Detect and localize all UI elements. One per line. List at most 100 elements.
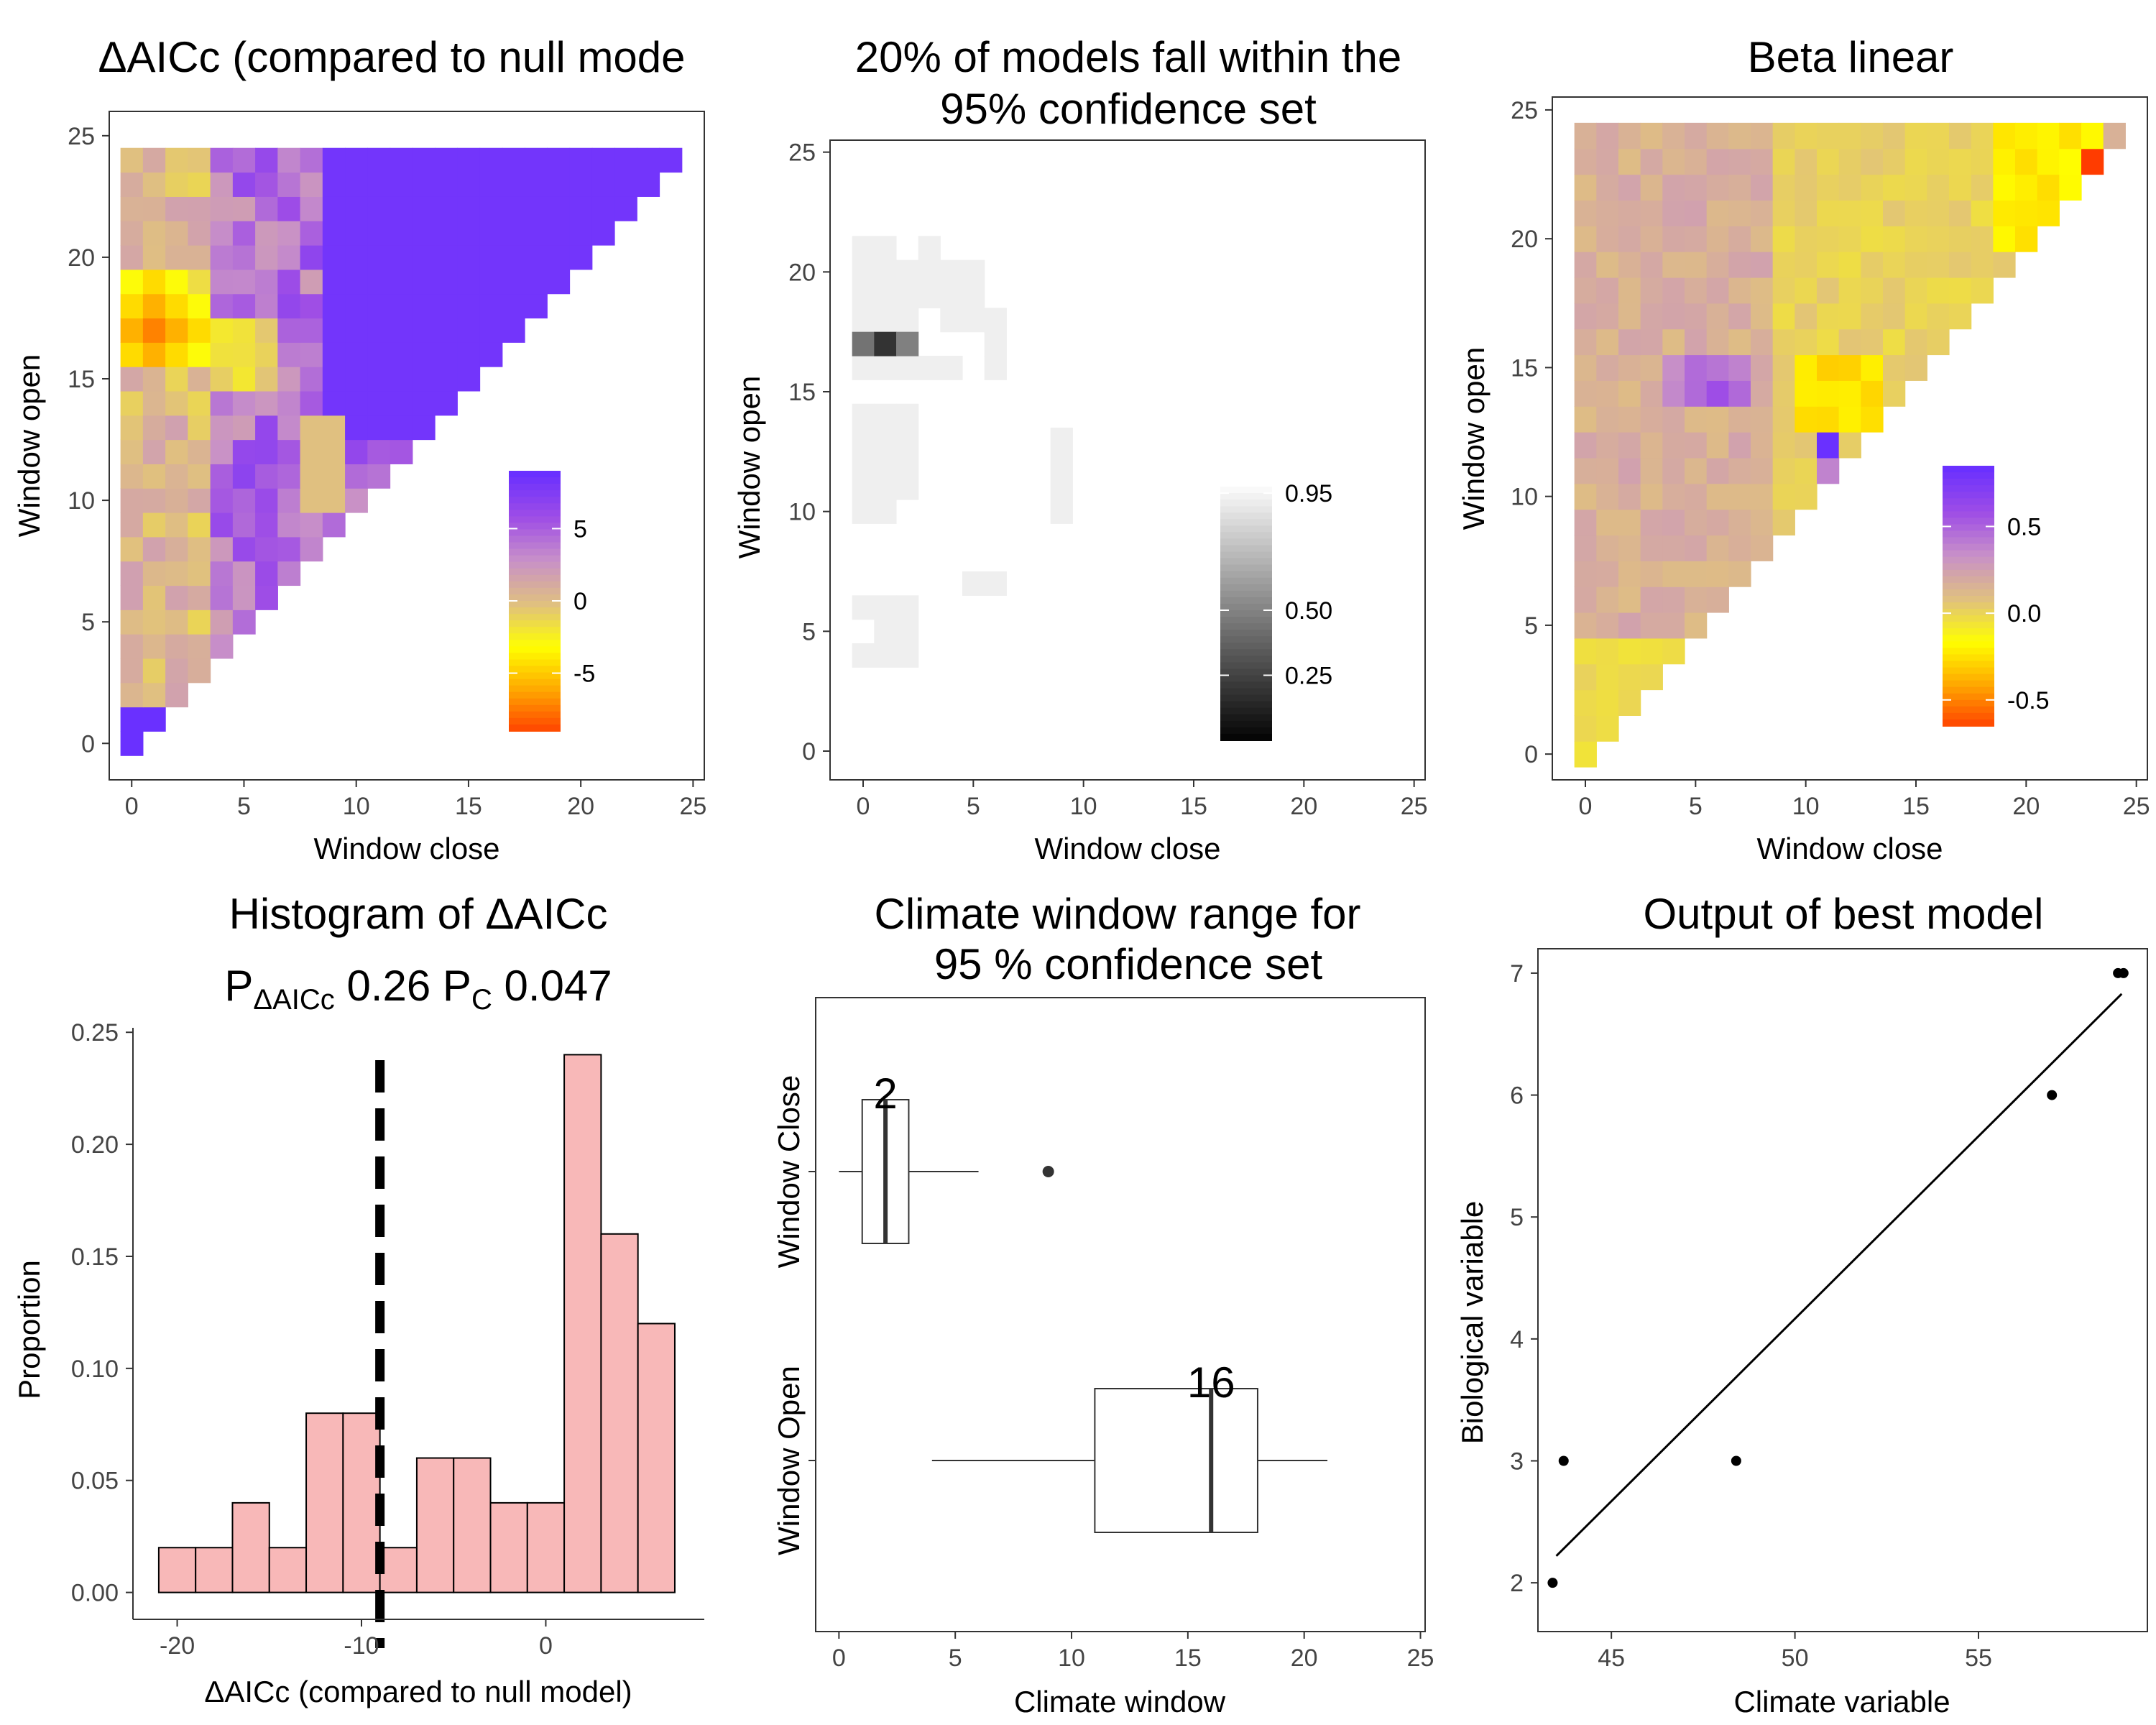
heatmap-cell — [1596, 535, 1619, 561]
colorbar-segment — [1220, 630, 1272, 638]
heatmap-cell — [479, 342, 503, 367]
heatmap-cell — [1751, 354, 1774, 381]
heatmap-cell — [277, 172, 301, 197]
heatmap-cell — [322, 269, 346, 295]
y-tick-label: 5 — [802, 618, 816, 645]
colorbar-segment — [1220, 662, 1272, 670]
heatmap-cell — [1640, 380, 1663, 407]
y-tick-label: 15 — [788, 379, 816, 406]
heatmap-cell — [1685, 122, 1708, 150]
heatmap-cell — [1574, 406, 1597, 433]
heatmap-cell — [1685, 148, 1708, 175]
heatmap-cell — [1772, 457, 1795, 484]
heatmap-cell — [322, 221, 346, 246]
heatmap-cell — [232, 415, 256, 441]
heatmap-cell — [1949, 277, 1972, 304]
x-tick-label: 10 — [343, 793, 370, 820]
x-tick-label: 0 — [539, 1632, 553, 1660]
colorbar-segment — [509, 691, 561, 699]
heatmap-cell — [1949, 252, 1972, 278]
xlabel-histogram: ΔAICc (compared to null model) — [204, 1675, 632, 1708]
heatmap-cell — [1618, 457, 1641, 484]
heatmap-cell — [188, 172, 211, 197]
heatmap-cell — [210, 221, 234, 246]
heatmap-cell — [322, 196, 346, 221]
heatmap-cell — [322, 172, 346, 197]
heatmap-cell — [1904, 200, 1927, 226]
heatmap-cell — [1596, 432, 1619, 459]
colorbar-daicc: 5 0 -5 — [509, 471, 595, 732]
heatmap-cell — [435, 172, 458, 197]
heatmap-cell — [142, 658, 166, 684]
heatmap-cell — [1596, 689, 1619, 716]
colorbar-segment — [509, 471, 561, 479]
colorbar-segment — [1220, 707, 1272, 715]
heatmap-cell — [1618, 663, 1641, 691]
heatmap-cell — [1596, 612, 1619, 639]
heatmap-cell — [1838, 226, 1861, 252]
heatmap-cell — [188, 439, 211, 464]
heatmap-cell — [1706, 561, 1729, 587]
heatmap-cell — [1618, 535, 1641, 561]
heatmap-cell — [277, 221, 301, 246]
colorbar-segment — [509, 666, 561, 673]
heatmap-cell — [1971, 148, 1994, 175]
heatmap-cell — [367, 390, 391, 416]
heatmap-cell — [1861, 328, 1884, 356]
heatmap-cell — [852, 500, 875, 524]
colorbar-segment — [509, 516, 561, 524]
heatmap-cell — [1662, 483, 1685, 510]
heatmap-cell — [390, 172, 413, 197]
heatmap-cell — [1904, 122, 1927, 150]
y-ticks-beta: 0 5 10 15 20 25 — [1511, 97, 1552, 768]
heatmap-cells-confidence — [852, 236, 1073, 668]
heatmap-cell — [852, 451, 875, 477]
heatmap-cell — [277, 342, 301, 367]
heatmap-cell — [188, 610, 211, 635]
heatmap-cell — [1618, 586, 1641, 613]
heatmap-cell — [255, 221, 278, 246]
heatmap-cell — [1927, 200, 1950, 226]
colorbar-segment — [509, 477, 561, 485]
heatmap-cell — [1662, 200, 1685, 226]
plot-frame-beta — [1552, 96, 2148, 781]
colorbar-segment — [1943, 582, 1994, 590]
colorbar-segment — [1220, 571, 1272, 579]
heatmap-cell — [1685, 509, 1708, 536]
heatmap-cell — [1883, 252, 1906, 278]
histogram-bar — [637, 1322, 676, 1593]
x-tick-label: 25 — [679, 793, 706, 820]
heatmap-cell — [390, 367, 413, 392]
heatmap-cell — [1662, 277, 1685, 304]
heatmap-cell — [1993, 122, 2016, 150]
heatmap-cell — [435, 147, 458, 173]
panel-daicc-heatmap: ΔAICc (compared to null mode 0 5 10 15 20 25 … — [12, 33, 706, 865]
colorbar-segment — [1943, 680, 1994, 688]
heatmap-cell — [1050, 500, 1073, 524]
heatmap-cell — [1596, 200, 1619, 226]
colorbar-segment — [1220, 694, 1272, 702]
heatmap-cell — [435, 342, 458, 367]
heatmap-cell — [1861, 380, 1884, 407]
colorbar-segment — [1220, 480, 1272, 488]
heatmap-cell — [277, 147, 301, 173]
heatmap-cell — [1772, 174, 1795, 201]
heatmap-cell — [1795, 457, 1818, 484]
heatmap-cell — [345, 464, 368, 489]
heatmap-cell — [896, 428, 919, 452]
heatmap-cell — [2015, 122, 2038, 150]
heatmap-cell — [367, 293, 391, 319]
heatmap-cell — [2059, 174, 2082, 201]
heatmap-cell — [1685, 406, 1708, 433]
heatmap-cell — [2037, 148, 2060, 175]
heatmap-cell — [412, 221, 436, 246]
heatmap-cell — [1618, 483, 1641, 510]
histogram-bar — [379, 1547, 418, 1593]
heatmap-cell — [345, 439, 368, 464]
heatmap-cell — [1817, 328, 1840, 356]
heatmap-cell — [852, 356, 875, 380]
heatmap-cell — [852, 259, 875, 285]
y-tick-label: 5 — [1524, 612, 1538, 640]
heatmap-cell — [1772, 226, 1795, 252]
